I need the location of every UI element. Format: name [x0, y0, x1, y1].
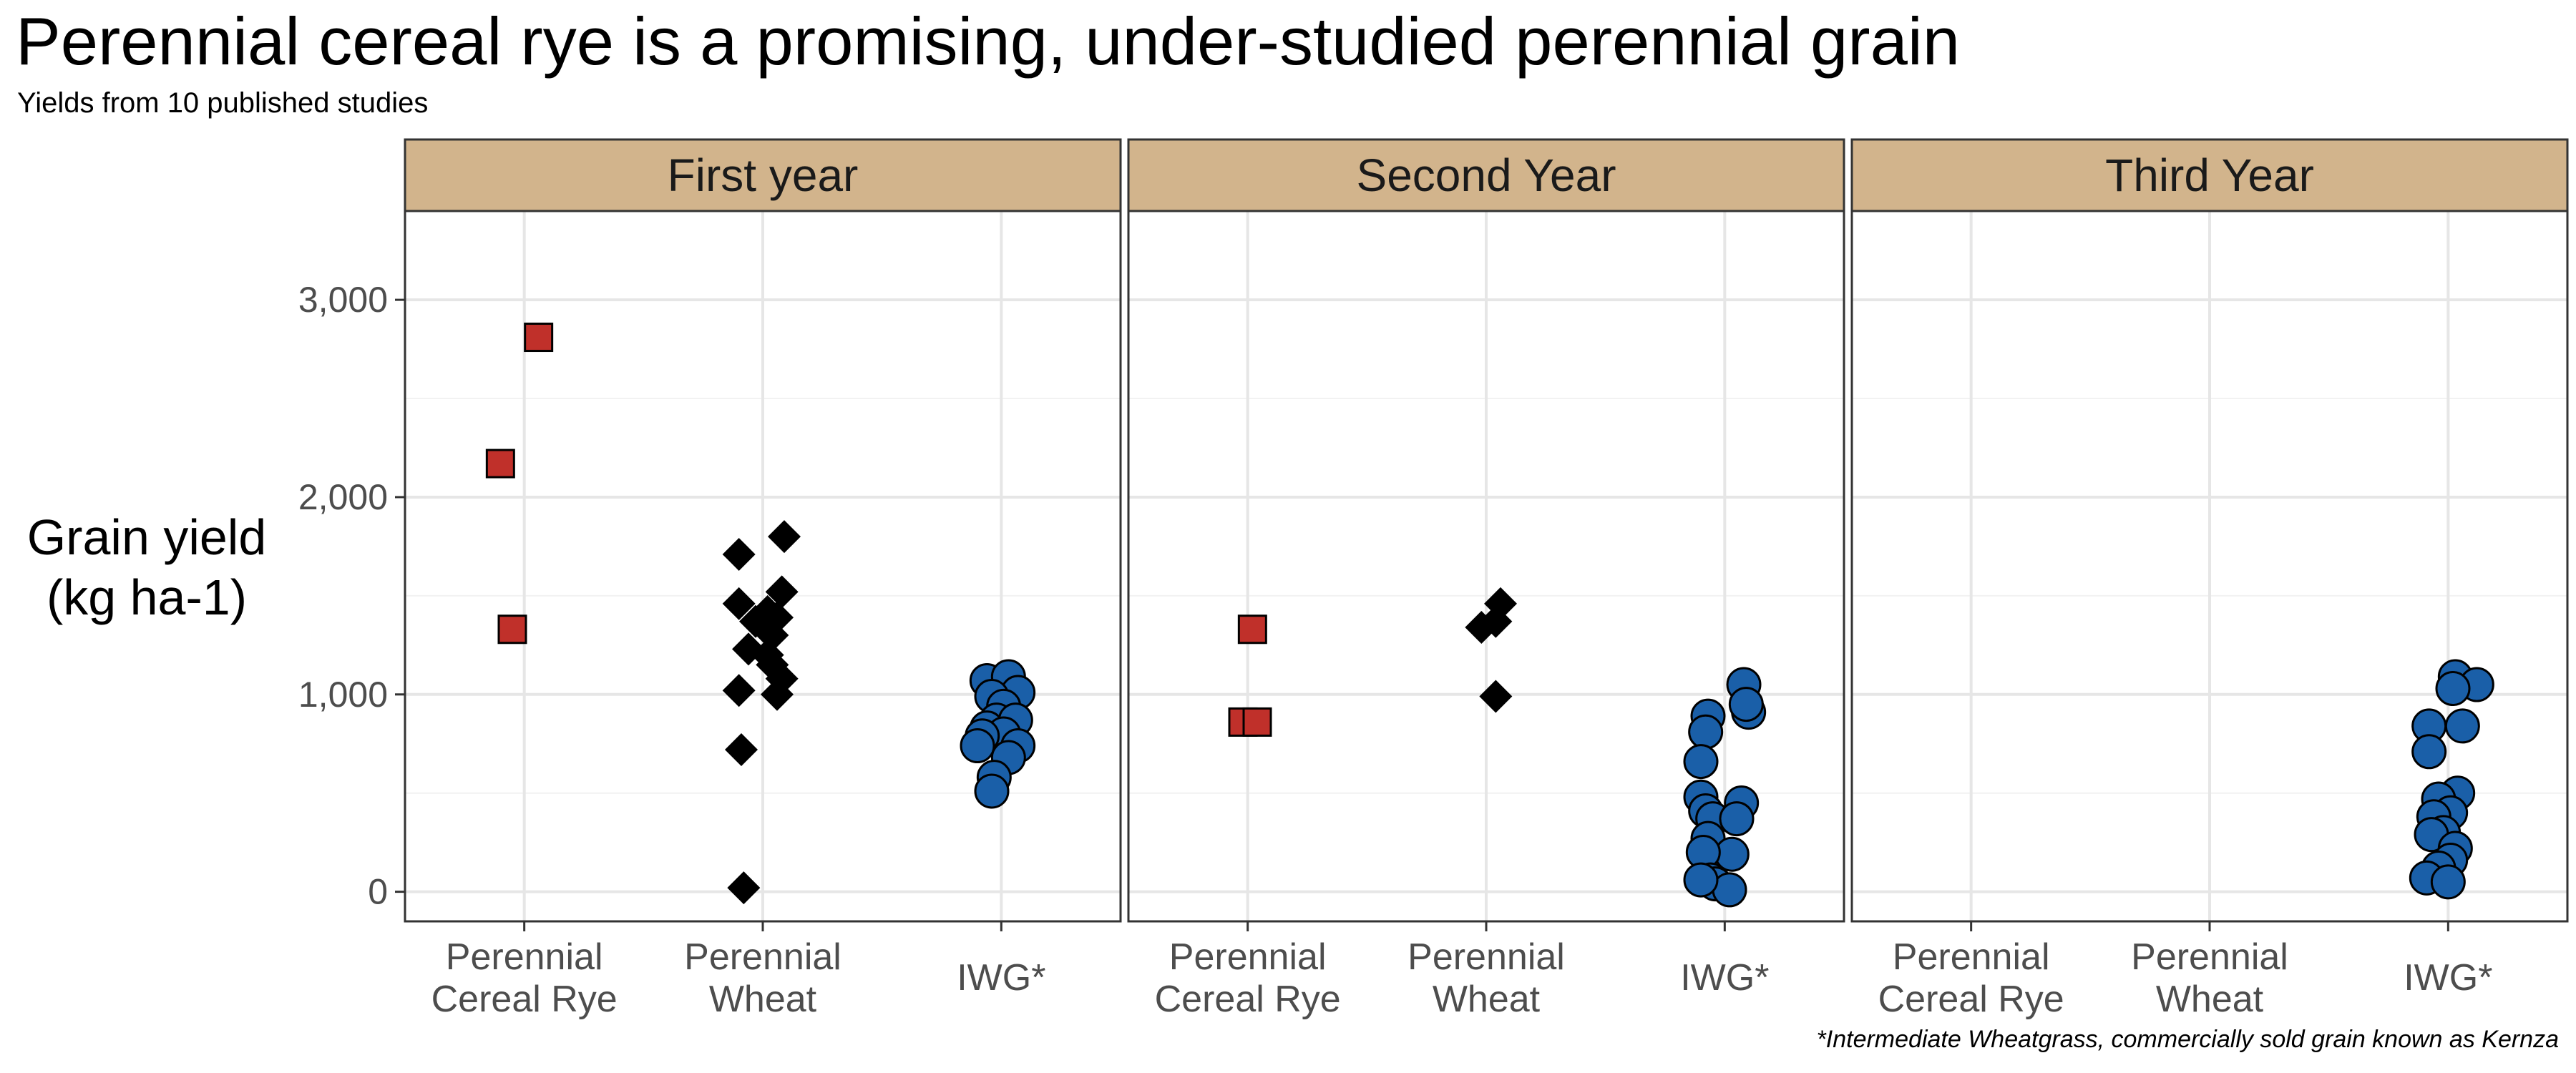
data-point-circle — [1719, 801, 1755, 837]
data-point-circle — [1728, 687, 1764, 722]
data-point-circle — [2435, 671, 2471, 707]
data-point-diamond — [768, 520, 801, 554]
x-tick-label: Perennial Cereal Rye — [1878, 936, 2064, 1020]
data-point-square — [497, 614, 527, 645]
data-point-square — [485, 449, 515, 479]
data-point-diamond — [1479, 604, 1513, 638]
x-tick-label: Perennial Wheat — [1407, 936, 1565, 1020]
data-point-circle — [974, 773, 1010, 809]
data-point-circle — [2444, 708, 2480, 744]
facet-strip — [1127, 138, 1845, 212]
x-tick-label-line: Wheat — [1433, 979, 1541, 1020]
x-tick-label: IWG* — [957, 957, 1045, 999]
x-tick-label: Perennial Cereal Rye — [431, 936, 618, 1020]
data-point-diamond — [722, 537, 756, 571]
facet-strip-label: Third Year — [2105, 150, 2314, 201]
x-tick-label: IWG* — [1680, 957, 1769, 999]
x-tick-label: Perennial Wheat — [684, 936, 841, 1020]
x-tick-label-line: Wheat — [709, 979, 817, 1020]
data-point-circle — [1683, 862, 1719, 898]
y-tick-label: 2,000 — [298, 477, 388, 517]
x-tick-label-line: Perennial — [1893, 936, 2050, 978]
x-tick-label-line: IWG* — [957, 957, 1045, 999]
data-point-diamond — [765, 575, 799, 609]
chart-caption: *Intermediate Wheatgrass, commercially s… — [1816, 1026, 2559, 1053]
data-point-circle — [2411, 734, 2447, 770]
panel-border — [1127, 210, 1845, 923]
x-tick-label: Perennial Wheat — [2131, 936, 2288, 1020]
data-point-square — [1242, 707, 1272, 737]
x-tick-label-line: Cereal Rye — [1155, 979, 1341, 1020]
data-point-diamond — [761, 677, 794, 711]
y-axis-title-line: (kg ha-1) — [47, 569, 247, 625]
x-tick-label: Perennial Cereal Rye — [1155, 936, 1341, 1020]
x-tick-label-line: Wheat — [2156, 979, 2264, 1020]
x-tick-label-line: Cereal Rye — [431, 979, 618, 1020]
x-tick-label-line: Perennial — [2131, 936, 2288, 978]
y-axis-title-line: Grain yield — [27, 509, 267, 565]
facet-strip-label: First year — [668, 150, 859, 201]
x-tick-label-line: Perennial — [684, 936, 841, 978]
data-point-diamond — [727, 871, 761, 905]
x-tick-label-line: Cereal Rye — [1878, 979, 2064, 1020]
data-point-circle — [1683, 744, 1719, 780]
data-point-circle — [2430, 864, 2466, 900]
facet-strip — [404, 138, 1122, 212]
data-point-diamond — [725, 733, 758, 767]
x-tick-label-line: Perennial — [1169, 936, 1327, 978]
x-tick-label-line: Perennial — [446, 936, 603, 978]
data-point-diamond — [722, 674, 756, 707]
data-point-circle — [960, 728, 995, 764]
chart-subtitle: Yields from 10 published studies — [17, 87, 429, 119]
x-tick-label-line: IWG* — [1680, 957, 1769, 999]
chart-title: Perennial cereal rye is a promising, und… — [16, 4, 1961, 79]
facet-strip-label: Second Year — [1357, 150, 1616, 201]
data-point-circle — [1688, 714, 1724, 750]
data-point-diamond — [722, 587, 756, 620]
facet-strip — [1850, 138, 2569, 212]
panel-border — [1850, 210, 2569, 923]
y-tick-label: 3,000 — [298, 280, 388, 320]
y-axis-title: Grain yield (kg ha-1) — [27, 509, 267, 625]
data-point-square — [1237, 614, 1267, 645]
data-point-diamond — [1479, 680, 1513, 713]
data-point-square — [524, 323, 554, 353]
y-tick-label: 0 — [368, 872, 388, 912]
x-tick-label-line: IWG* — [2404, 957, 2492, 999]
x-tick-label: IWG* — [2404, 957, 2492, 999]
x-tick-label-line: Perennial — [1407, 936, 1565, 978]
y-tick-label: 1,000 — [298, 675, 388, 715]
panel-border — [404, 210, 1122, 923]
